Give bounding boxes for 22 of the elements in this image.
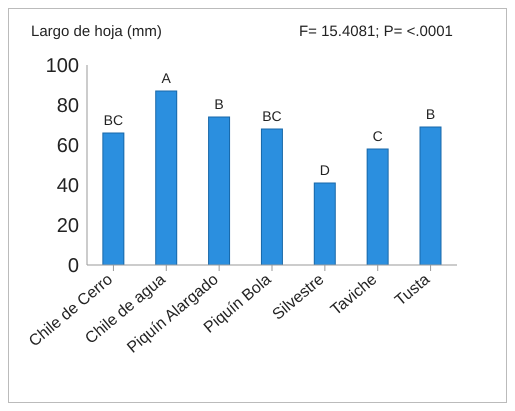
annotation: BC — [262, 108, 282, 124]
y-tick-label: 100 — [46, 55, 79, 78]
bar — [420, 126, 442, 265]
bar — [208, 116, 230, 265]
y-tick-label: 0 — [68, 255, 79, 278]
bar — [314, 182, 336, 265]
y-tick-label: 20 — [56, 215, 79, 238]
bar — [260, 128, 283, 265]
text: F= 15.4081; P= <.0001 — [299, 23, 453, 40]
annotation: C — [372, 128, 383, 144]
chart-title: Largo de hoja (mm) — [31, 23, 162, 40]
annotation: A — [162, 70, 172, 86]
annotation: B — [426, 106, 436, 122]
annotation: D — [320, 162, 330, 178]
bar — [366, 148, 389, 265]
y-tick-label: 60 — [56, 135, 79, 158]
bar — [155, 90, 178, 265]
bar — [102, 132, 124, 265]
y-tick-label: 80 — [56, 95, 79, 118]
annotation: BC — [104, 112, 124, 128]
y-tick-label: 40 — [56, 175, 79, 198]
annotation: B — [214, 96, 224, 112]
